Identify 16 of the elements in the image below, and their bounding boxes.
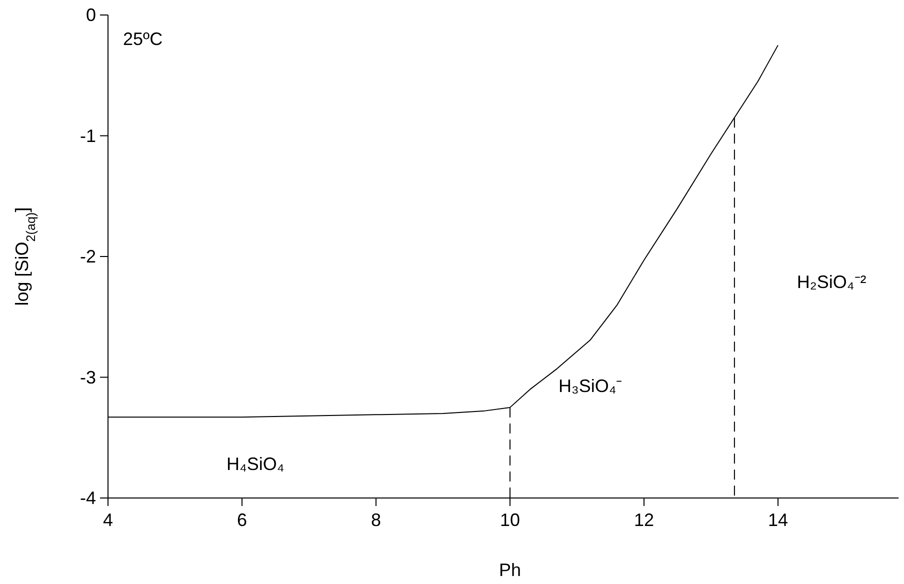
y-tick-label: -4 xyxy=(80,488,96,508)
y-tick-label: -2 xyxy=(80,246,96,266)
y-tick-label: -1 xyxy=(80,126,96,146)
x-axis-title: Ph xyxy=(498,560,522,580)
x-tick-label: 4 xyxy=(102,510,114,530)
y-tick-label: -3 xyxy=(80,367,96,388)
x-tick-label: 8 xyxy=(370,510,382,530)
x-tick-label: 6 xyxy=(236,510,248,530)
x-tick-label: 10 xyxy=(500,510,520,530)
annotation: 25ºC xyxy=(123,29,163,49)
annotation: H₄SiO₄ xyxy=(226,454,284,474)
x-tick-label: 12 xyxy=(634,510,654,530)
annotation: H₃SiO₄⁻ xyxy=(558,376,622,396)
y-tick-label: 0 xyxy=(86,5,96,25)
x-tick-label: 14 xyxy=(768,510,788,530)
annotation: H₂SiO₄⁻² xyxy=(796,272,866,292)
